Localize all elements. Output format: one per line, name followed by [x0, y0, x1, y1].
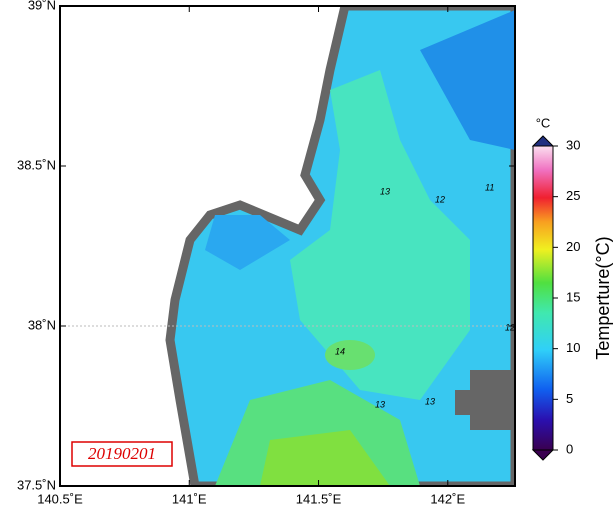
x-tick-label: 141.5˚E — [296, 491, 342, 506]
y-tick-label: 37.5˚N — [17, 477, 56, 492]
colorbar-extend-low — [531, 449, 555, 461]
contour-label: 13 — [375, 399, 385, 409]
warm-water — [325, 340, 375, 370]
y-tick-label: 38˚N — [28, 317, 56, 332]
contour-label: 13 — [425, 396, 435, 406]
colorbar-extend-high — [531, 135, 555, 147]
x-tick-label: 141˚E — [172, 491, 207, 506]
map-frame — [59, 5, 516, 487]
colorbar-tick-label: 25 — [566, 188, 580, 203]
cold-water — [420, 10, 515, 150]
map-field — [60, 6, 515, 486]
date-box — [71, 441, 173, 467]
x-tick-label: 140.5˚E — [37, 491, 83, 506]
colorbar-tick-label: 10 — [566, 340, 580, 355]
date-label: 20190201 — [88, 444, 156, 463]
y-tick-label: 38.5˚N — [17, 157, 56, 172]
mask — [470, 370, 515, 430]
contour-label: 12 — [505, 322, 515, 332]
colorbar-unit: °C — [536, 115, 551, 130]
x-tick-label: 142˚E — [430, 491, 465, 506]
colorbar-tick-label: 20 — [566, 239, 580, 254]
contour-label: 12 — [435, 194, 445, 204]
colorbar — [532, 145, 554, 451]
colorbar-tick-label: 0 — [566, 441, 573, 456]
contour-label: 13 — [380, 186, 390, 196]
warm-water — [290, 70, 470, 400]
cold-water — [205, 215, 290, 270]
contour-label: 11 — [485, 182, 494, 192]
y-tick-label: 39˚N — [28, 0, 56, 12]
colorbar-tick-label: 30 — [566, 137, 580, 152]
colorbar-label: Temperture(°C) — [593, 236, 613, 359]
colorbar-tick-label: 15 — [566, 289, 580, 304]
warm-water — [260, 430, 390, 486]
colorbar-tick-label: 5 — [566, 391, 573, 406]
contour-label: 14 — [335, 346, 345, 356]
